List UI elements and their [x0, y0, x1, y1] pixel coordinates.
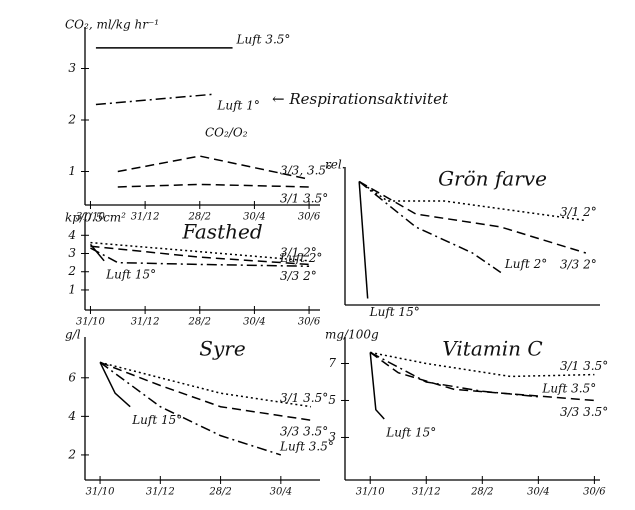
- series-label: 3/1 2°: [280, 245, 317, 259]
- x-tick-label: 30/4: [270, 487, 292, 498]
- y-tick-label: 4: [67, 228, 76, 242]
- series-line: [117, 183, 310, 188]
- series-label: 3/3 2°: [280, 269, 317, 283]
- series-line: [90, 247, 310, 268]
- series-line: [358, 181, 369, 299]
- y-tick-label: 2: [67, 264, 76, 278]
- y-tick-label: 5: [328, 393, 336, 407]
- series-label: 3/1 2°: [560, 205, 597, 219]
- x-tick-label: 30/6: [583, 487, 606, 498]
- x-tick-label: 28/2: [208, 487, 231, 498]
- series-line: [89, 243, 105, 262]
- y-tick-label: 1: [68, 164, 76, 178]
- series-line: [99, 361, 312, 421]
- x-tick-label: 30/6: [298, 212, 321, 223]
- x-tick-label: 30/6: [298, 317, 321, 328]
- y-tick-label: 2: [67, 113, 76, 127]
- series-label: Luft 3.5°: [541, 381, 596, 395]
- annotation: ← Respirationsaktivitet: [272, 90, 449, 108]
- x-tick-label: 28/2: [470, 487, 493, 498]
- series-label: 3/3 3.5°: [280, 425, 328, 439]
- series-label: Luft 15°: [131, 413, 182, 427]
- series-line: [90, 245, 310, 266]
- series-line: [99, 362, 131, 408]
- series-label: 3/3 3.5°: [560, 405, 608, 419]
- series-line: [90, 241, 310, 262]
- x-tick-label: 28/2: [188, 317, 211, 328]
- y-tick-label: 3: [68, 61, 76, 75]
- series-label: Luft 1°: [216, 99, 259, 113]
- x-tick-label: 31/10: [76, 212, 105, 223]
- x-tick-label: 31/12: [131, 212, 160, 223]
- x-tick-label: 31/10: [86, 487, 115, 498]
- x-tick-label: 31/10: [356, 487, 385, 498]
- series-label: Luft 15°: [105, 267, 156, 281]
- series-label: Luft 15°: [369, 305, 420, 319]
- series-label: 3/3, 3.5°: [280, 164, 332, 178]
- x-tick-label: 31/12: [131, 317, 160, 328]
- y-tick-label: 6: [68, 370, 76, 384]
- x-tick-label: 30/4: [243, 212, 265, 223]
- series-label: Luft 15°: [385, 425, 436, 439]
- series-line: [117, 155, 310, 180]
- y-axis-label: g/l: [65, 328, 81, 342]
- x-tick-label: 30/4: [527, 487, 549, 498]
- series-label: 3/1 3.5°: [560, 359, 608, 373]
- series-label: Luft 2°: [279, 251, 322, 265]
- y-tick-label: 3: [328, 430, 336, 444]
- y-tick-label: 7: [328, 356, 336, 370]
- x-tick-label: 31/12: [146, 487, 175, 498]
- series-line: [369, 351, 595, 402]
- y-tick-label: 2: [67, 447, 76, 461]
- series-line: [369, 352, 385, 420]
- series-line: [95, 93, 214, 106]
- series-label: Luft 3.5°: [279, 439, 334, 453]
- series-line: [358, 180, 587, 254]
- series-line: [369, 351, 539, 398]
- y-axis-label: kp/0.5cm²: [65, 211, 126, 225]
- series-line: [99, 361, 312, 408]
- series-label: 3/1 3.5°: [280, 191, 328, 205]
- y-tick-label: 1: [68, 282, 76, 296]
- series-label: 3/1 3.5°: [280, 391, 328, 405]
- x-tick-label: 30/4: [243, 317, 265, 328]
- x-tick-label: 28/2: [188, 212, 211, 223]
- y-tick-label: 4: [67, 409, 76, 423]
- panel-title: Grön farve: [438, 167, 547, 191]
- y-axis-label: rel.: [325, 158, 346, 172]
- series-label: Luft 2°: [504, 257, 547, 271]
- x-tick-label: 31/12: [412, 487, 441, 498]
- y-axis-label: mg/100g: [325, 328, 379, 342]
- panel-title: Fasthed: [181, 220, 262, 244]
- y-tick-label: 3: [68, 246, 76, 260]
- panel-title: Vitamin C: [442, 337, 542, 361]
- annotation: CO₂/O₂: [205, 126, 248, 140]
- series-label: Luft 3.5°: [236, 32, 291, 46]
- series-line: [358, 180, 502, 274]
- x-tick-label: 31/10: [76, 317, 105, 328]
- y-axis-label: CO₂, ml/kg hr⁻¹: [65, 18, 159, 32]
- series-label: 3/3 2°: [560, 258, 597, 272]
- panel-title: Syre: [199, 337, 245, 361]
- series-line: [99, 361, 282, 456]
